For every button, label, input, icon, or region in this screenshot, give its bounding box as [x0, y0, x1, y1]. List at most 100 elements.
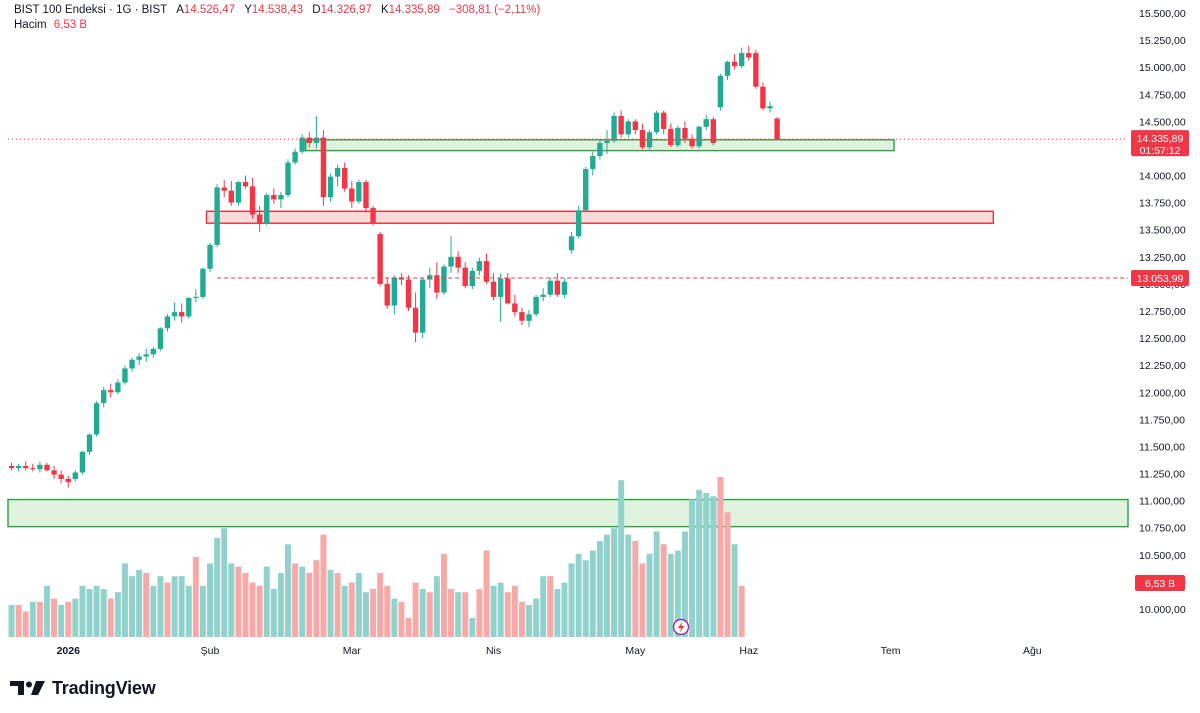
- zone-red-1[interactable]: [205, 210, 995, 224]
- candle[interactable]: [462, 262, 468, 289]
- candle[interactable]: [221, 179, 227, 198]
- candle[interactable]: [774, 117, 780, 141]
- candle[interactable]: [384, 278, 390, 309]
- candle[interactable]: [632, 119, 639, 135]
- candle[interactable]: [731, 54, 738, 70]
- candle[interactable]: [441, 264, 447, 295]
- candle[interactable]: [256, 205, 263, 232]
- candle[interactable]: [115, 379, 121, 395]
- candle[interactable]: [164, 314, 171, 332]
- candle[interactable]: [661, 110, 667, 135]
- candle[interactable]: [242, 175, 249, 189]
- candle[interactable]: [72, 470, 79, 482]
- zone-green-2[interactable]: [7, 498, 1129, 528]
- candle[interactable]: [93, 400, 100, 437]
- candle[interactable]: [193, 289, 199, 303]
- candle[interactable]: [412, 292, 419, 343]
- candle[interactable]: [136, 353, 142, 366]
- candle[interactable]: [15, 463, 22, 472]
- candle[interactable]: [448, 236, 454, 274]
- candle[interactable]: [419, 277, 426, 339]
- candle[interactable]: [646, 130, 653, 150]
- candle[interactable]: [753, 49, 759, 89]
- candle[interactable]: [483, 253, 490, 284]
- candle[interactable]: [285, 159, 291, 198]
- candle[interactable]: [568, 231, 575, 254]
- candle[interactable]: [434, 262, 440, 300]
- candle[interactable]: [79, 450, 86, 475]
- candle[interactable]: [8, 462, 15, 471]
- candle[interactable]: [476, 257, 483, 276]
- candle[interactable]: [668, 123, 674, 148]
- candle[interactable]: [717, 73, 724, 111]
- candle[interactable]: [271, 188, 277, 204]
- candle[interactable]: [214, 184, 220, 248]
- candle[interactable]: [370, 205, 376, 226]
- candle[interactable]: [186, 296, 192, 319]
- candle[interactable]: [122, 365, 128, 385]
- candle[interactable]: [490, 273, 497, 301]
- candle[interactable]: [86, 433, 93, 456]
- candle[interactable]: [129, 357, 135, 372]
- candle[interactable]: [405, 275, 412, 311]
- candle[interactable]: [313, 115, 320, 149]
- candle[interactable]: [604, 130, 610, 154]
- candle[interactable]: [675, 125, 681, 148]
- candle[interactable]: [327, 173, 334, 202]
- candle[interactable]: [597, 139, 603, 160]
- candle[interactable]: [767, 101, 773, 113]
- candle[interactable]: [653, 110, 660, 135]
- candle[interactable]: [228, 180, 234, 206]
- candle[interactable]: [547, 277, 553, 297]
- candle[interactable]: [249, 177, 256, 219]
- candle[interactable]: [150, 346, 157, 358]
- candle[interactable]: [533, 294, 539, 317]
- candle[interactable]: [342, 162, 348, 192]
- candle[interactable]: [746, 45, 752, 61]
- candle[interactable]: [710, 117, 717, 146]
- candle[interactable]: [101, 386, 107, 408]
- candle[interactable]: [391, 275, 398, 315]
- candle[interactable]: [235, 180, 242, 206]
- candle[interactable]: [738, 47, 745, 69]
- candle[interactable]: [561, 278, 568, 298]
- candle[interactable]: [58, 470, 64, 484]
- tradingview-logo[interactable]: TradingView: [10, 677, 156, 699]
- candle[interactable]: [65, 475, 71, 488]
- candle[interactable]: [526, 309, 532, 328]
- candle[interactable]: [264, 192, 270, 226]
- candle[interactable]: [689, 134, 695, 149]
- candle[interactable]: [540, 288, 546, 302]
- candle[interactable]: [455, 251, 461, 274]
- candle[interactable]: [512, 294, 518, 317]
- candle[interactable]: [398, 273, 405, 285]
- candle[interactable]: [590, 151, 596, 176]
- candle[interactable]: [696, 125, 702, 149]
- candle[interactable]: [519, 307, 525, 326]
- candle[interactable]: [703, 114, 709, 131]
- candle[interactable]: [278, 191, 284, 209]
- candle[interactable]: [611, 112, 617, 144]
- candle[interactable]: [207, 242, 213, 272]
- candle[interactable]: [334, 164, 341, 187]
- candle[interactable]: [143, 348, 149, 362]
- candle[interactable]: [618, 110, 624, 138]
- candle[interactable]: [363, 179, 369, 213]
- candle[interactable]: [30, 463, 36, 472]
- candle[interactable]: [356, 179, 362, 204]
- candle[interactable]: [44, 462, 50, 472]
- candle[interactable]: [625, 119, 631, 138]
- candle[interactable]: [639, 123, 646, 150]
- candle[interactable]: [37, 461, 43, 473]
- candle[interactable]: [575, 205, 582, 239]
- candle[interactable]: [306, 132, 312, 148]
- lightning-icon[interactable]: [672, 618, 690, 636]
- candle[interactable]: [724, 60, 731, 81]
- candle[interactable]: [760, 82, 766, 111]
- candle[interactable]: [377, 231, 383, 287]
- candle[interactable]: [497, 273, 504, 322]
- candle[interactable]: [299, 134, 305, 154]
- candle[interactable]: [171, 302, 178, 321]
- candle[interactable]: [349, 180, 355, 209]
